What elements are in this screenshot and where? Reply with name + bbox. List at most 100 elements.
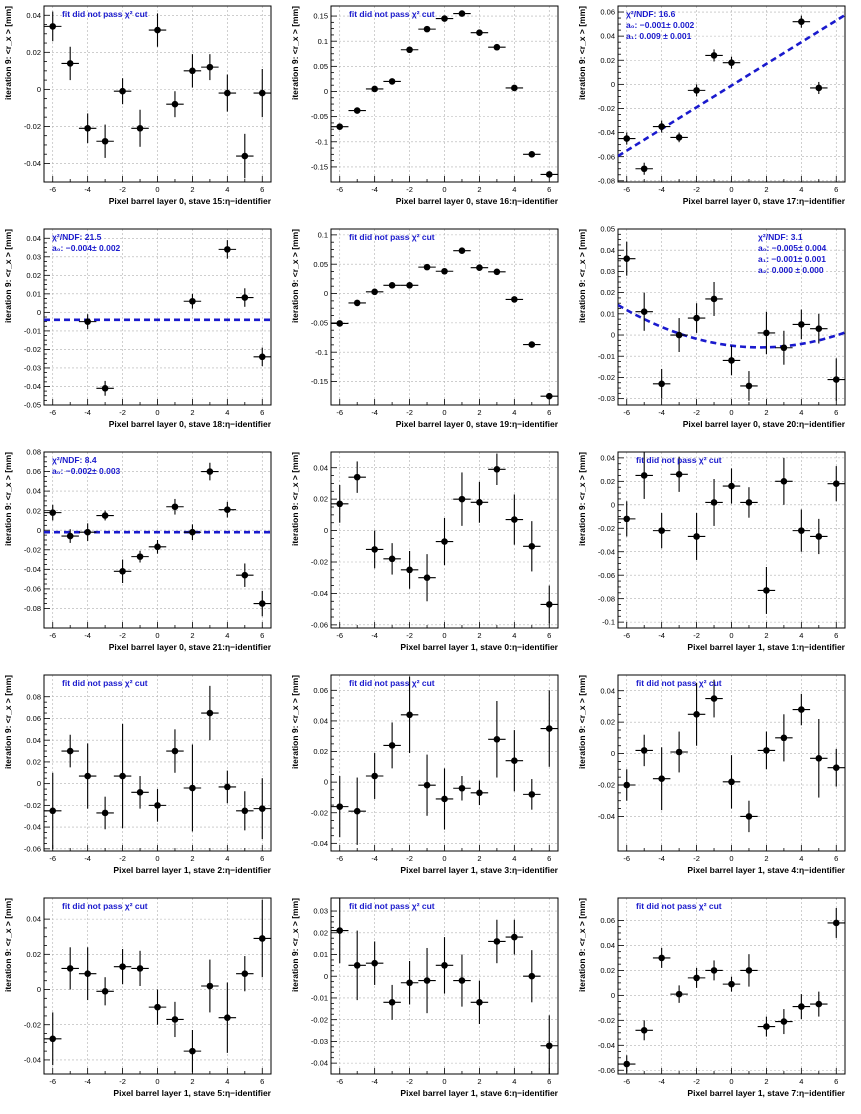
data-point — [400, 551, 419, 589]
data-marker — [511, 516, 518, 523]
x-axis-label: Pixel barrel layer 0, stave 21:η−identif… — [109, 642, 272, 652]
x-tick-label: -6 — [49, 854, 56, 863]
data-point — [383, 543, 401, 575]
x-tick-label: 6 — [834, 185, 838, 194]
data-marker — [623, 1060, 631, 1068]
data-marker — [84, 970, 91, 977]
x-tick-label: -2 — [119, 631, 126, 640]
data-point — [740, 800, 758, 833]
data-marker — [66, 747, 74, 755]
x-tick-label: 0 — [442, 408, 446, 417]
data-point — [166, 91, 184, 118]
data-point — [218, 74, 237, 112]
data-point — [148, 789, 167, 822]
data-point — [148, 540, 167, 554]
data-marker — [545, 171, 553, 178]
y-tick-label: -0.02 — [311, 808, 328, 817]
data-marker — [49, 807, 57, 815]
x-tick-label: 4 — [512, 631, 516, 640]
data-marker — [441, 962, 448, 969]
data-marker — [623, 135, 631, 142]
data-marker — [84, 124, 91, 132]
y-tick-label: -0.06 — [598, 152, 615, 161]
y-tick-label: 0.04 — [600, 32, 615, 41]
data-point — [505, 296, 524, 303]
data-marker — [353, 473, 361, 481]
x-tick-label: 2 — [764, 854, 768, 863]
y-tick-label: -0.06 — [24, 584, 41, 593]
y-tick-label: 0.03 — [26, 252, 41, 261]
x-tick-label: 0 — [729, 1077, 733, 1086]
y-tick-label: -0.02 — [598, 373, 615, 382]
data-marker — [84, 528, 91, 536]
data-marker — [798, 18, 805, 25]
x-axis-label: Pixel barrel layer 0, stave 16:η−identif… — [396, 196, 559, 206]
data-marker — [189, 528, 196, 536]
y-tick-label: -0.05 — [311, 318, 328, 327]
data-point — [418, 554, 436, 602]
y-tick-label: 0.04 — [313, 463, 328, 472]
data-marker — [798, 1003, 805, 1010]
data-point — [218, 501, 237, 518]
data-marker — [728, 778, 735, 786]
data-point — [470, 29, 489, 36]
x-tick-label: 0 — [729, 854, 733, 863]
y-tick-label: -0.04 — [24, 159, 41, 168]
data-point — [113, 78, 132, 105]
data-point — [331, 485, 349, 523]
y-tick-label: -0.04 — [598, 547, 615, 556]
data-point — [705, 49, 723, 62]
data-marker — [119, 567, 126, 575]
x-tick-label: 0 — [155, 185, 159, 194]
x-tick-label: 2 — [477, 1077, 481, 1086]
chart-panel-9: -6 -4 -2 0 2 4 6 -0.1 -0.08 -0.06 -0.04 -0.02 0 0.02 0… — [577, 451, 846, 652]
x-tick-label: 0 — [729, 631, 733, 640]
data-point — [505, 919, 524, 955]
data-marker — [66, 60, 74, 67]
annotation-text: fit did not pass χ² cut — [349, 9, 435, 19]
x-tick-label: 6 — [260, 185, 264, 194]
data-point — [618, 132, 636, 145]
y-tick-label: -0.02 — [598, 1016, 615, 1025]
data-marker — [728, 980, 735, 988]
data-point — [810, 518, 828, 555]
data-point — [453, 954, 471, 1007]
y-tick-label: -0.04 — [24, 1056, 41, 1065]
y-tick-label: 0.1 — [318, 37, 328, 46]
data-marker — [493, 43, 501, 51]
data-point — [523, 341, 541, 348]
data-marker — [832, 919, 840, 927]
y-tick-label: -0.02 — [24, 801, 41, 810]
data-marker — [798, 527, 805, 534]
x-tick-label: -2 — [693, 408, 700, 417]
data-marker — [206, 63, 214, 71]
data-marker — [423, 781, 431, 789]
x-tick-label: 4 — [512, 854, 516, 863]
y-tick-label: 0.02 — [26, 48, 41, 57]
data-marker — [189, 297, 196, 305]
data-point — [540, 585, 558, 624]
y-tick-label: 0.05 — [313, 62, 328, 71]
x-tick-label: 6 — [834, 1077, 838, 1086]
data-marker — [545, 1042, 553, 1050]
data-marker — [476, 789, 483, 797]
x-tick-label: 0 — [442, 854, 446, 863]
data-point — [61, 734, 79, 768]
data-marker — [458, 784, 466, 792]
annotation-text: fit did not pass χ² cut — [636, 678, 722, 688]
data-point — [96, 380, 114, 396]
data-marker — [423, 977, 431, 984]
x-tick-label: -4 — [84, 408, 91, 417]
data-point — [540, 171, 558, 178]
data-point — [652, 120, 671, 133]
data-marker — [406, 46, 413, 54]
data-marker — [101, 385, 109, 392]
data-marker — [154, 1003, 161, 1011]
annotation-text: fit did not pass χ² cut — [349, 232, 435, 242]
data-point — [792, 15, 811, 28]
x-tick-label: 0 — [442, 185, 446, 194]
data-point — [740, 954, 758, 987]
data-marker — [336, 123, 344, 130]
data-marker — [241, 571, 249, 579]
